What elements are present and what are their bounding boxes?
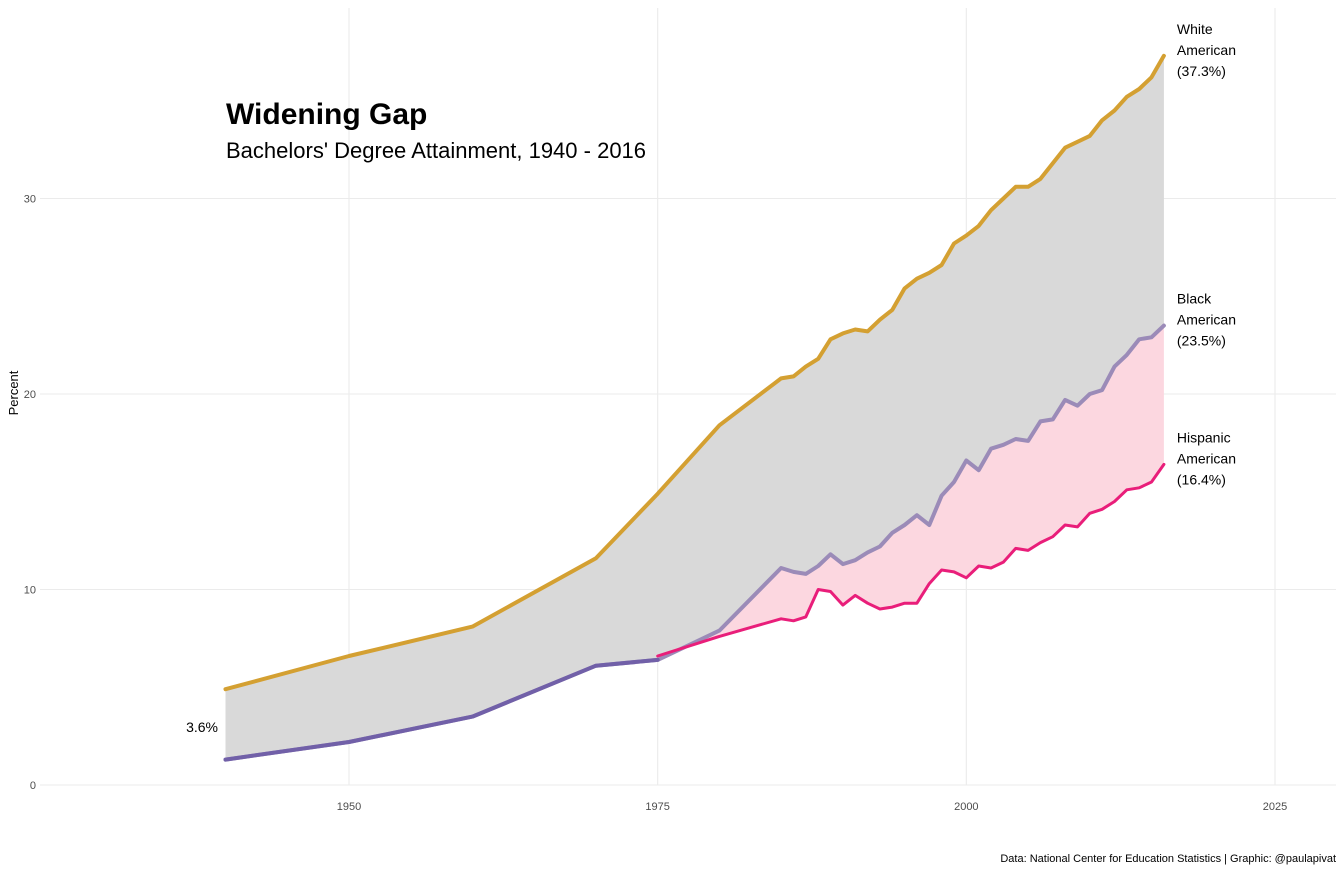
y-tick-label: 0 [30, 780, 36, 792]
end-label-line: (37.3%) [1177, 63, 1226, 79]
end-label-line: White [1177, 21, 1213, 37]
y-axis-label: Percent [6, 370, 21, 415]
line-hispanic [656, 462, 1166, 658]
line-black [223, 323, 1166, 762]
x-tick-label: 1975 [645, 801, 669, 813]
start-label: 3.6% [186, 719, 218, 735]
bands [225, 55, 1164, 760]
end-label-line: Hispanic [1177, 429, 1231, 445]
x-tick-label: 2025 [1263, 801, 1287, 813]
labels: White American (37.3%) Black American (23.5%)… [1177, 21, 1236, 488]
chart-title: Widening Gap [226, 98, 427, 131]
line-black-early [223, 657, 660, 762]
x-tick-label: 2000 [954, 801, 978, 813]
end-label-line: American [1177, 42, 1236, 58]
end-label-hispanic: Hispanic American (16.4%) [1177, 429, 1236, 487]
y-tick-label: 20 [24, 389, 36, 401]
end-label-black: Black American (23.5%) [1177, 291, 1236, 349]
line-white [223, 53, 1166, 692]
end-label-line: American [1177, 450, 1236, 466]
end-label-line: (16.4%) [1177, 471, 1226, 487]
end-label-line: Black [1177, 291, 1212, 307]
end-label-white: White American (37.3%) [1177, 21, 1236, 79]
series-lines [223, 53, 1166, 762]
band-white-black [225, 55, 1164, 760]
y-tick-label: 10 [24, 585, 36, 597]
y-tick-label: 30 [24, 194, 36, 206]
end-label-line: (23.5%) [1177, 333, 1226, 349]
chart-subtitle: Bachelors' Degree Attainment, 1940 - 201… [226, 138, 646, 163]
caption: Data: National Center for Education Stat… [1000, 853, 1336, 865]
end-label-line: American [1177, 312, 1236, 328]
band-black-hispanic [657, 325, 1164, 660]
x-tick-label: 1950 [337, 801, 361, 813]
